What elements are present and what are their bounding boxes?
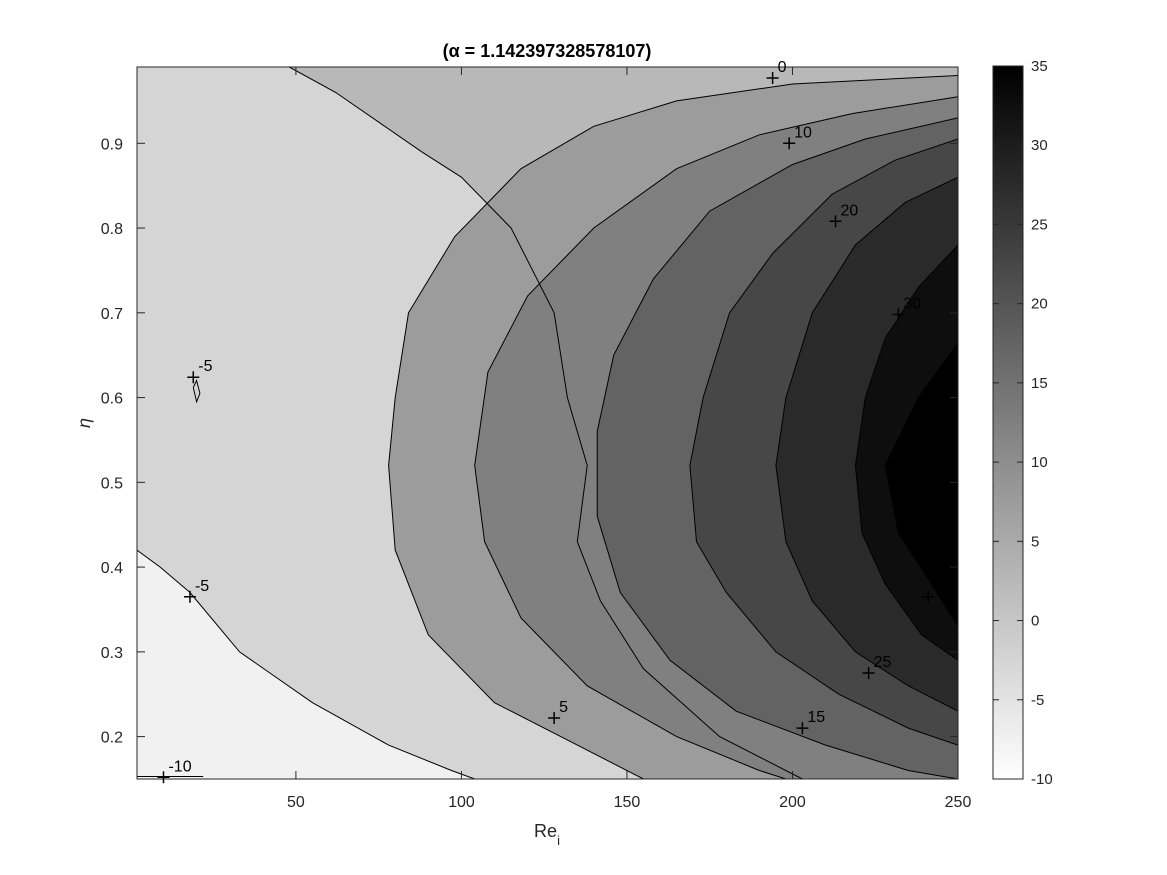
contour-line	[137, 549, 475, 779]
contour-line	[388, 75, 958, 779]
contour-line	[689, 138, 958, 746]
x-tick-label: 250	[945, 794, 972, 811]
contour-line	[775, 176, 958, 712]
contour-label: 15	[807, 709, 825, 726]
contour-line	[192, 379, 201, 404]
colorbar-tick-label: 25	[1031, 216, 1048, 233]
contour-label-marker	[548, 711, 561, 724]
contour-line	[854, 244, 958, 661]
y-tick-label: 0.2	[101, 730, 123, 747]
contour-label-marker	[183, 590, 196, 603]
y-tick-label: 0.7	[101, 306, 123, 323]
colorbar-tick-label: -5	[1031, 692, 1044, 709]
y-tick-label: 0.4	[101, 560, 123, 577]
plot-frame	[136, 66, 959, 780]
contour-label: -10	[168, 758, 191, 775]
x-axis-title-main: Re	[534, 821, 557, 841]
contour-label-marker	[796, 722, 809, 735]
colorbar-tick-label: 10	[1031, 454, 1048, 471]
contour-fill-band	[137, 550, 475, 779]
colorbar-tick-label: 30	[1031, 137, 1048, 154]
y-tick-label: 0.6	[101, 391, 123, 408]
contour-label-marker	[922, 590, 935, 603]
y-tick-label: 0.3	[101, 645, 123, 662]
colorbar-tick-label: -10	[1031, 771, 1053, 788]
contour-label: 30	[903, 296, 921, 313]
contour-label-marker	[862, 667, 875, 680]
contour-label: 25	[874, 654, 892, 671]
contour-label: 5	[559, 699, 568, 716]
colorbar-tick-label: 5	[1031, 533, 1039, 550]
colorbar-tick-label: 35	[1031, 58, 1048, 75]
contour-line	[596, 117, 958, 779]
contour-label: 10	[794, 124, 812, 141]
contour-label-marker	[766, 72, 779, 85]
plot-area: 50 100 150 200 250 0.2 0.3 0.4 0.5 0.6 0.7 0.8 0.9 0…	[101, 59, 972, 811]
y-axis-title: η	[74, 418, 94, 428]
x-tick-label: 100	[448, 794, 475, 811]
x-tick-label: 200	[779, 794, 806, 811]
contour-label-marker	[829, 215, 842, 228]
colorbar-tick-label: 20	[1031, 296, 1048, 313]
x-tick-label: 150	[614, 794, 641, 811]
x-axis-title: Rei	[534, 821, 560, 848]
y-tick-label: 0.8	[101, 221, 123, 238]
contour-label: -5	[198, 358, 212, 375]
contour-line	[289, 67, 803, 779]
colorbar-tick-label: 15	[1031, 375, 1048, 392]
contour-line	[884, 342, 958, 627]
contour-label: 20	[841, 202, 859, 219]
contour-label-marker	[892, 308, 905, 321]
x-axis-title-subscript: i	[557, 833, 560, 848]
contour-label-marker	[157, 771, 170, 784]
colorbar-gradient	[992, 65, 1024, 780]
colorbar: -10 -5 0 5 10 15 20 25 30 35	[992, 58, 1053, 788]
colorbar-tick-label: 0	[1031, 613, 1039, 630]
x-tick-label: 50	[287, 794, 305, 811]
chart-title: (α = 1.142397328578107)	[443, 41, 652, 61]
y-tick-label: 0.5	[101, 475, 123, 492]
contour-label-marker	[783, 137, 796, 150]
contour-fill-band	[885, 342, 958, 627]
contour-line	[474, 96, 958, 779]
contour-label: 0	[778, 59, 787, 76]
contour-label-marker	[187, 371, 200, 384]
y-tick-label: 0.9	[101, 136, 123, 153]
contour-label: -5	[195, 578, 209, 595]
